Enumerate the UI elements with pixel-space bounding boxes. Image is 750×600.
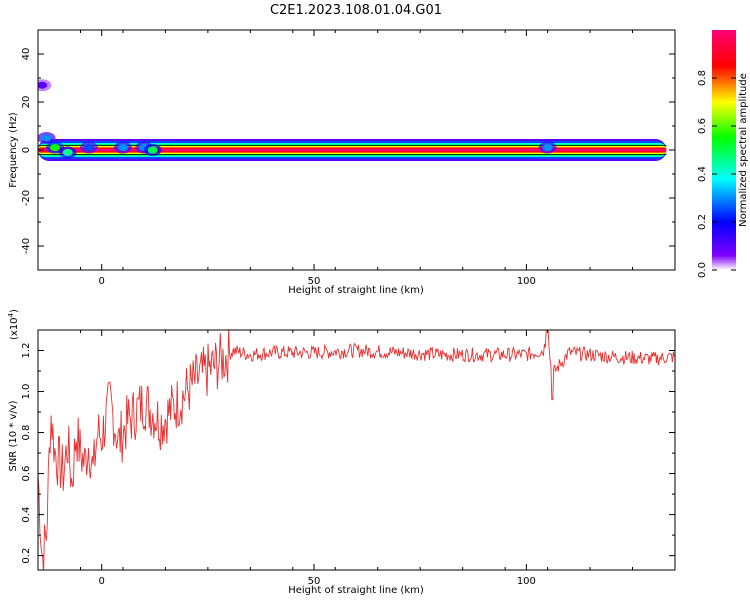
spectrogram-panel: 0 50 100 -40 -20 0 20 40 Height of straight li… [8,29,676,296]
x-tick-label: 100 [517,276,536,287]
colorbar-tick-label: 0.8 [697,70,708,86]
spectrogram-x-axis-label: Height of straight line (km) [288,285,424,296]
x-tick-label: 100 [517,576,536,587]
x-tick-label: 0 [99,576,105,587]
y-tick-label: 0.6 [21,466,32,482]
heatmap-blob [83,144,94,152]
snr-frame [37,329,676,571]
colorbar-tick-label: 0.6 [697,118,708,134]
y-tick-label: -20 [21,190,32,206]
snr-x-ticks: 0 50 100 [37,330,676,587]
spectrogram-y-ticks: -40 -20 0 20 40 [21,29,675,271]
y-tick-label: 40 [21,48,32,61]
snr-y-ticks: 0.2 0.4 0.6 0.8 1.0 1.2 [21,329,675,564]
heatmap-blob [62,148,73,156]
heatmap-layer [38,79,667,161]
heatmap-blob [38,81,48,89]
heatmap-blob [542,144,553,152]
colorbar-gradient [712,30,736,270]
y-tick-label: -40 [21,238,32,254]
snr-y-axis-label: SNR (10 * v/v) [8,400,19,471]
heatmap-blob [117,144,128,152]
snr-panel: 0 50 100 0.2 0.4 0.6 0.8 1.0 1.2 Height of stra… [7,309,676,596]
colorbar-tick-label: 0.2 [697,214,708,230]
figure-title: C2E1.2023.108.01.04.G01 [270,3,442,18]
snr-series-line [38,330,675,570]
ridge-band [38,148,667,152]
y-tick-label: 0.8 [21,425,32,441]
colorbar-tick-label: 0.0 [697,262,708,278]
heatmap-blob [41,134,52,142]
colorbar-label: Normalized spectral amplitude [738,73,749,227]
y-tick-label: 1.0 [21,384,32,400]
heatmap-blob [49,144,60,152]
colorbar: 0.0 0.2 0.4 0.6 0.8 Normalized spectral ampl… [697,30,749,278]
y-tick-label: 0.4 [21,507,32,523]
spectrogram-y-axis-label: Frequency (Hz) [8,112,19,188]
y-tick-label: 0 [21,147,32,153]
y-tick-label: 20 [21,96,32,109]
x-tick-label: 50 [308,576,321,587]
colorbar-tick-label: 0.4 [697,166,708,182]
snr-x-axis-label: Height of straight line (km) [288,585,424,596]
colorbar-ticks: 0.0 0.2 0.4 0.6 0.8 [697,70,736,278]
heatmap-blob [147,146,158,154]
x-tick-label: 50 [308,276,321,287]
snr-y-multiplier: (x104) [7,309,20,340]
spectrogram-x-ticks: 0 50 100 [37,30,676,287]
x-tick-label: 0 [99,276,105,287]
y-tick-label: 0.2 [21,548,32,564]
y-tick-label: 1.2 [21,343,32,359]
